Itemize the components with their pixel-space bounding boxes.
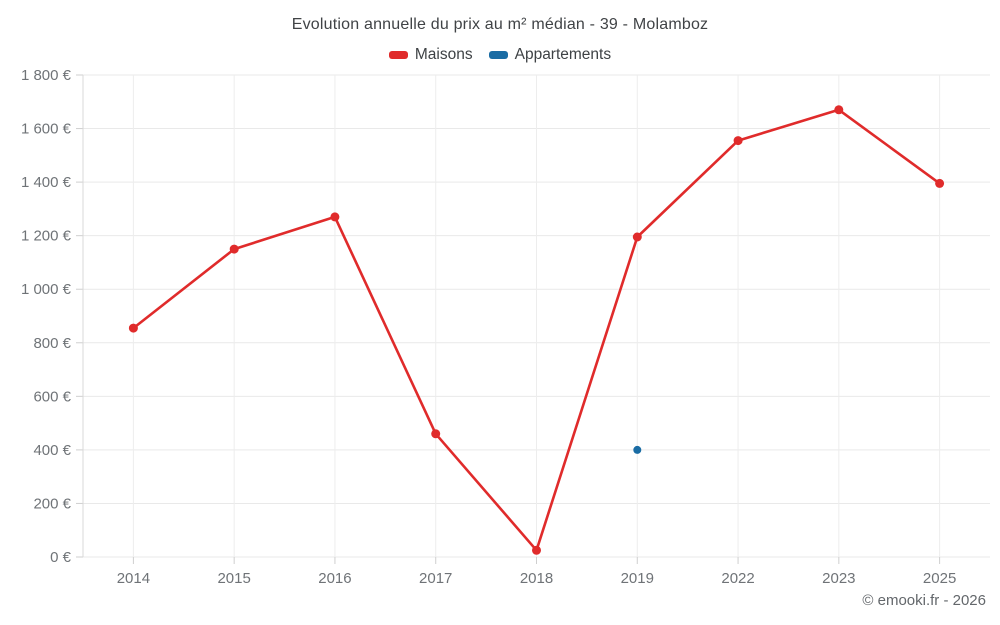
x-axis-tick-label: 2019 <box>621 570 654 587</box>
y-axis-tick-label: 1 600 € <box>21 121 72 138</box>
maisons-legend-swatch-icon <box>388 51 408 59</box>
data-point-maisons-2018[interactable] <box>532 545 541 555</box>
data-point-maisons-2023[interactable] <box>834 105 844 115</box>
legend-label-maisons: Maisons <box>414 46 473 63</box>
data-point-maisons-2014[interactable] <box>128 323 138 333</box>
chart-title: Evolution annuelle du prix au m² médian … <box>291 16 709 33</box>
x-axis-tick-label: 2023 <box>822 570 855 587</box>
x-axis-tick-label: 2022 <box>721 570 754 587</box>
y-axis-tick-label: 0 € <box>50 549 72 566</box>
gridlines <box>76 74 990 564</box>
y-axis-tick-label: 1 400 € <box>21 174 72 191</box>
x-axis-tick-label: 2018 <box>520 570 553 587</box>
y-axis-tick-label: 1 000 € <box>21 281 72 298</box>
x-axis-tick-label: 2025 <box>923 570 956 587</box>
legend-label-appartements: Appartements <box>514 46 612 63</box>
appartements-legend-swatch-icon <box>488 51 508 59</box>
data-point-maisons-2019[interactable] <box>632 232 642 242</box>
data-point-appartements-2019[interactable] <box>633 445 642 454</box>
data-point-maisons-2015[interactable] <box>229 244 239 254</box>
legend-item-appartements[interactable]: Appartements <box>488 46 612 64</box>
y-axis-tick-label: 1 200 € <box>21 228 72 245</box>
data-point-maisons-2025[interactable] <box>935 178 945 188</box>
y-axis-tick-label: 600 € <box>33 388 71 405</box>
x-axis-tick-label: 2016 <box>318 570 351 587</box>
data-point-maisons-2016[interactable] <box>330 212 340 222</box>
y-axis-tick-label: 400 € <box>33 442 71 459</box>
y-axis-tick-label: 200 € <box>33 495 71 512</box>
x-axis-tick-label: 2015 <box>217 570 250 587</box>
y-axis-tick-label: 800 € <box>33 335 71 352</box>
x-axis-tick-label: 2014 <box>117 570 150 587</box>
data-point-maisons-2017[interactable] <box>431 429 441 439</box>
x-axis-tick-label: 2017 <box>419 570 452 587</box>
y-axis-tick-label: 1 800 € <box>21 67 72 84</box>
axis-labels: 0 € 200 € 400 € 600 € 800 € 1 000 € 1 200 € 1 4… <box>21 67 956 587</box>
chart-legend: Maisons Appartements <box>0 46 1000 64</box>
copyright-watermark: © emooki.fr - 2026 <box>862 592 986 609</box>
legend-item-maisons[interactable]: Maisons <box>388 46 473 64</box>
data-point-maisons-2022[interactable] <box>733 136 743 146</box>
